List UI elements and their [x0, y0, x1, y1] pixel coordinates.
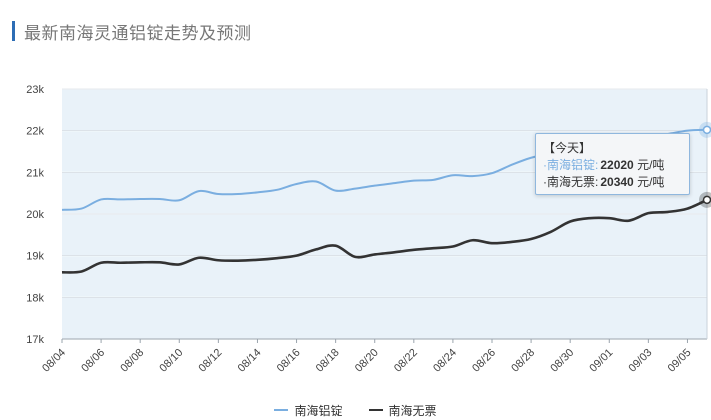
tooltip-value-aluminum: 22020	[600, 158, 634, 172]
series-marker-point[interactable]	[702, 125, 711, 135]
x-tick-label: 08/26	[470, 347, 498, 375]
x-tick-label: 08/30	[548, 347, 576, 375]
x-tick-label: 09/01	[587, 347, 615, 375]
tooltip-value-noinvoice: 20340	[600, 175, 634, 189]
chart-tooltip: 【今天】 ·南海铝锭: 22020 元/吨 ·南海无票: 20340 元/吨	[535, 133, 690, 195]
x-tick-label: 08/04	[40, 347, 68, 375]
x-tick-label: 08/14	[236, 347, 264, 375]
series-line-noinvoice[interactable]	[61, 198, 708, 274]
tooltip-row-aluminum: ·南海铝锭: 22020 元/吨	[543, 157, 682, 174]
x-tick-label: 08/06	[79, 347, 107, 375]
x-tick-label: 08/08	[118, 347, 146, 375]
tooltip-row-noinvoice: ·南海无票: 20340 元/吨	[543, 174, 682, 191]
tooltip-label-noinvoice: 南海无票:	[547, 175, 599, 189]
x-tick-label: 08/28	[509, 347, 537, 375]
tooltip-bullet-icon: ·	[543, 175, 547, 189]
tooltip-unit-aluminum: 元/吨	[637, 158, 665, 172]
y-tick-label: 23k	[26, 84, 44, 96]
y-tick-label: 19k	[26, 251, 44, 263]
chart-legend: 南海铝锭 南海无票	[0, 401, 711, 419]
legend-item-aluminum[interactable]: 南海铝锭	[274, 401, 343, 419]
y-tick-label: 17k	[26, 334, 44, 346]
x-tick-label: 08/10	[157, 347, 185, 375]
y-tick-label: 22k	[26, 126, 44, 138]
y-tick-label: 21k	[26, 167, 44, 179]
legend-label-noinvoice: 南海无票	[388, 403, 437, 418]
series-marker-point[interactable]	[702, 195, 711, 205]
x-tick-label: 08/12	[197, 347, 225, 375]
legend-swatch-noinvoice	[368, 409, 383, 411]
y-tick-label: 20k	[26, 209, 44, 221]
x-tick-label: 09/05	[666, 347, 694, 375]
page-title: 最新南海灵通铝锭走势及预测	[24, 23, 252, 43]
tooltip-header: 【今天】	[543, 141, 592, 155]
x-tick-label: 08/20	[353, 347, 381, 375]
y-tick-label: 18k	[26, 292, 44, 304]
legend-item-noinvoice[interactable]: 南海无票	[368, 401, 437, 419]
legend-swatch-aluminum	[274, 409, 289, 411]
x-tick-label: 08/16	[275, 347, 303, 375]
x-tick-label: 08/18	[314, 347, 342, 375]
chart-title-bar: 最新南海灵通铝锭走势及预测	[12, 20, 252, 43]
x-tick-label: 08/24	[431, 347, 459, 375]
title-accent-bar	[12, 21, 15, 41]
tooltip-bullet-icon: ·	[543, 158, 547, 172]
x-tick-label: 09/03	[627, 347, 655, 375]
x-tick-label: 08/22	[392, 347, 420, 375]
tooltip-label-aluminum: 南海铝锭:	[547, 158, 599, 172]
series-markers	[699, 121, 711, 208]
legend-label-aluminum: 南海铝锭	[294, 403, 343, 418]
tooltip-unit-noinvoice: 元/吨	[637, 175, 665, 189]
